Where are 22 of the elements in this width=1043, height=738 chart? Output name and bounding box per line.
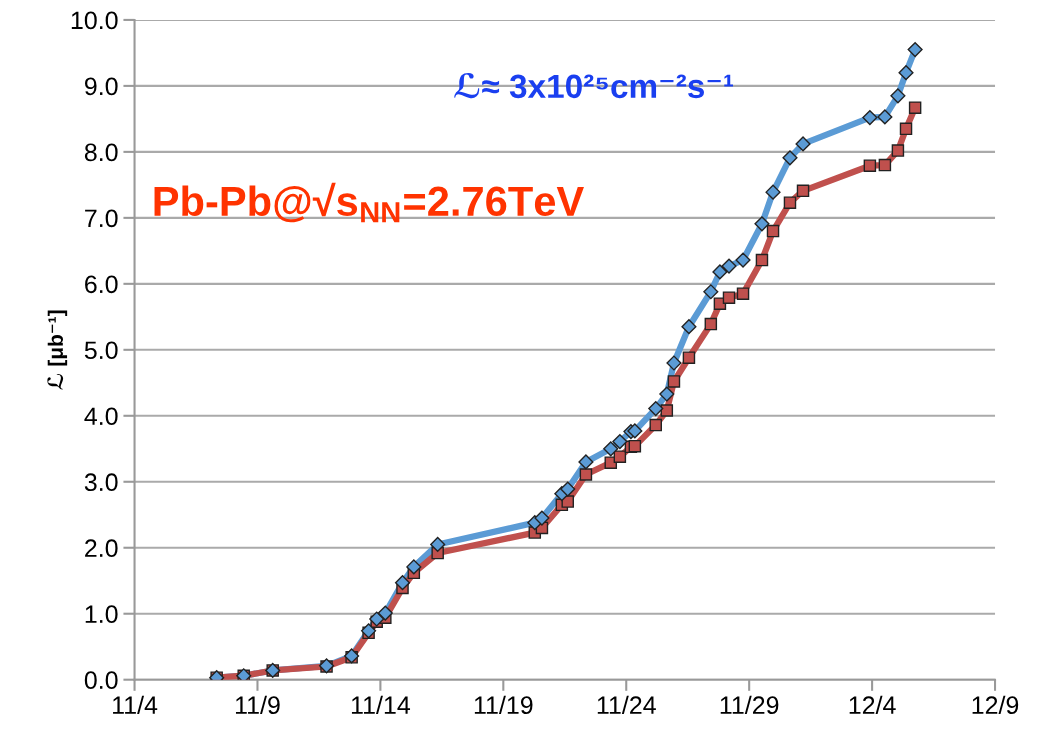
x-tick-label: 11/4 — [113, 695, 158, 715]
x-tick-label: 11/14 — [351, 695, 411, 715]
y-tick-label: 2.0 — [85, 539, 118, 558]
y-tick-label: 4.0 — [84, 407, 118, 426]
annotation: ℒ≈ 3x10²⁵cm⁻²s⁻¹ — [454, 73, 733, 99]
y-tick-label: 8.0 — [84, 143, 118, 162]
x-tick-label: 11/29 — [720, 695, 779, 715]
x-tick-label: 12/9 — [972, 695, 1019, 715]
y-tick-label: 9.0 — [85, 77, 118, 96]
y-axis-title: ℒ [μb⁻¹] — [47, 310, 68, 390]
y-tick-label: 7.0 — [85, 209, 118, 228]
y-tick-label: 1.0 — [85, 605, 118, 624]
x-tick-label: 11/9 — [235, 695, 280, 715]
x-tick-label: 11/19 — [474, 695, 533, 715]
annotation: Pb-Pb@√s$_{NN}$=2.76TeV — [154, 182, 584, 223]
y-tick-label: 6.0 — [85, 275, 118, 294]
y-tick-label: 0.0 — [84, 671, 118, 689]
y-tick-label: 5.0 — [84, 341, 118, 360]
x-tick-label: 11/24 — [597, 695, 656, 715]
y-tick-label: 10.0 — [71, 11, 118, 30]
y-tick-label: 3.0 — [84, 473, 118, 492]
x-tick-label: 12/4 — [849, 695, 896, 715]
